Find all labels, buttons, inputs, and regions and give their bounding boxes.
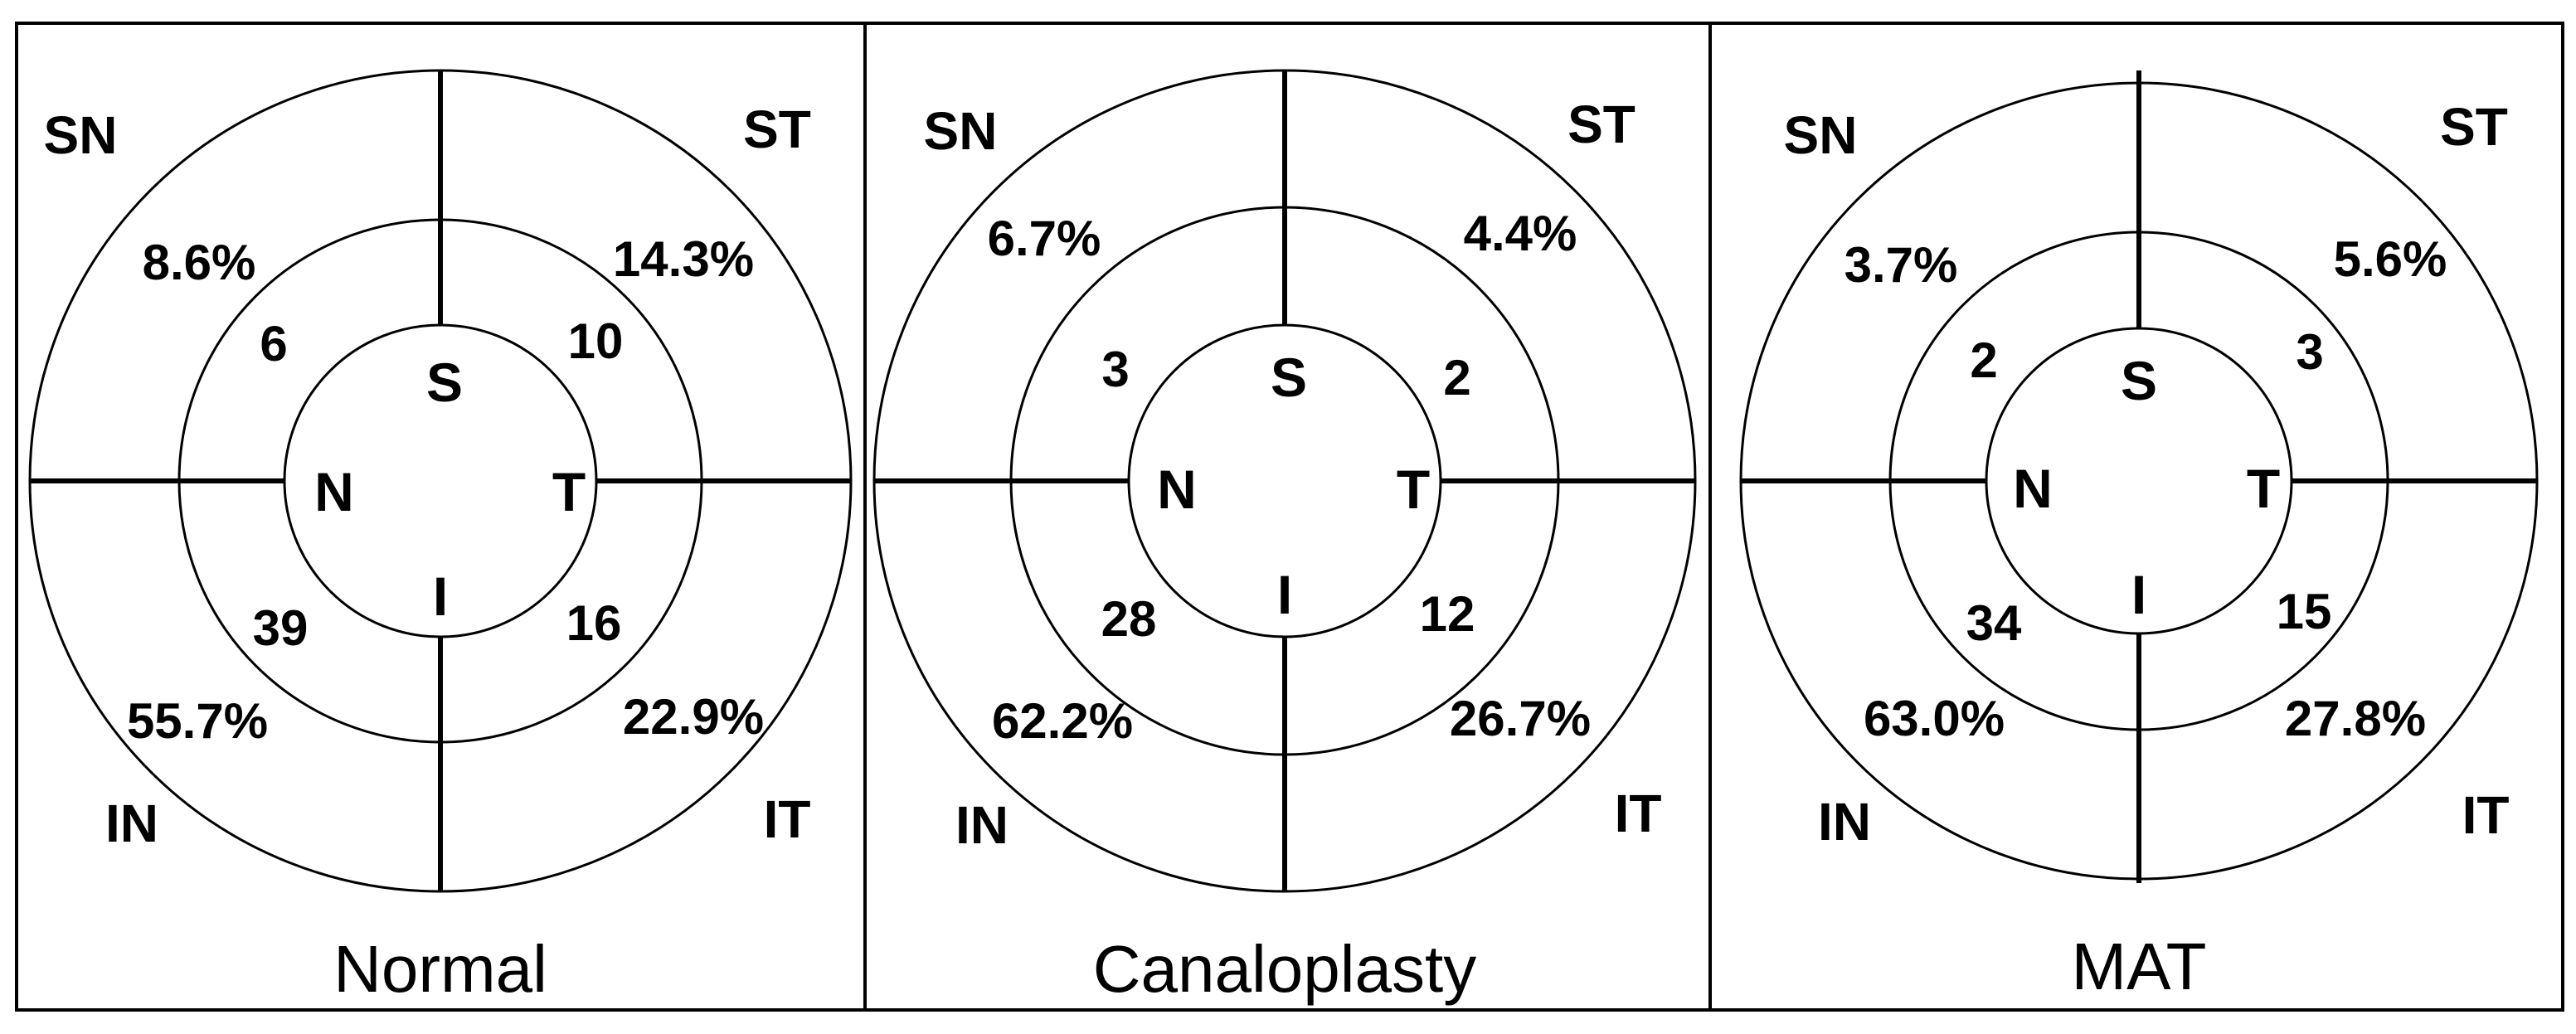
panel-caption: Canaloplasty <box>1093 932 1477 1006</box>
direction-nasal: N <box>2013 458 2053 519</box>
quadrant-label-st: ST <box>2440 97 2508 157</box>
quadrant-label-it: IT <box>764 789 811 849</box>
direction-inferior: I <box>2131 564 2146 625</box>
direction-temporal: T <box>552 461 586 522</box>
percentage-in: 55.7% <box>127 693 268 749</box>
direction-temporal: T <box>2247 458 2280 519</box>
direction-nasal: N <box>314 461 354 522</box>
count-it: 12 <box>1420 586 1475 642</box>
panel-normal: SN ST IN IT 8.6% 14.3% 55.7% 22.9% 6 10 … <box>28 69 853 1006</box>
direction-superior: S <box>1271 347 1307 408</box>
panel-caption: Normal <box>333 932 547 1006</box>
count-in: 39 <box>253 600 309 656</box>
percentage-in: 63.0% <box>1864 691 2005 746</box>
percentage-st: 14.3% <box>613 231 754 287</box>
panel-canaloplasty: SN ST IN IT 6.7% 4.4% 62.2% 26.7% 3 2 28… <box>872 69 1697 1006</box>
quadrant-label-st: ST <box>743 100 811 159</box>
count-in: 28 <box>1101 591 1157 647</box>
count-sn: 6 <box>260 316 287 371</box>
count-sn: 2 <box>1970 333 1997 388</box>
count-it: 15 <box>2277 584 2332 639</box>
count-st: 10 <box>568 313 624 369</box>
quadrant-label-sn: SN <box>924 101 998 161</box>
quadrant-label-in: IN <box>105 794 158 853</box>
quadrant-label-in: IN <box>955 795 1009 855</box>
panel-mat: SN ST IN IT 3.7% 5.6% 63.0% 27.8% 2 3 34… <box>1739 70 2539 1003</box>
percentage-it: 26.7% <box>1450 691 1591 746</box>
direction-superior: S <box>2121 350 2157 411</box>
percentage-it: 22.9% <box>623 689 764 745</box>
direction-nasal: N <box>1157 459 1197 520</box>
count-in: 34 <box>1966 595 2022 651</box>
percentage-sn: 8.6% <box>143 235 256 290</box>
direction-temporal: T <box>1397 459 1430 520</box>
direction-superior: S <box>426 352 463 413</box>
quadrant-label-sn: SN <box>44 105 118 165</box>
quadrant-label-sn: SN <box>1784 105 1858 165</box>
quadrant-label-in: IN <box>1818 792 1871 852</box>
percentage-sn: 6.7% <box>988 211 1101 266</box>
quadrant-label-it: IT <box>2462 785 2510 845</box>
quadrant-label-it: IT <box>1615 784 1662 843</box>
percentage-in: 62.2% <box>992 693 1133 749</box>
count-st: 3 <box>2296 324 2323 380</box>
percentage-sn: 3.7% <box>1845 237 1958 293</box>
direction-inferior: I <box>433 566 448 627</box>
quadrant-label-st: ST <box>1567 95 1636 154</box>
count-sn: 3 <box>1101 342 1129 397</box>
panel-caption: MAT <box>2072 930 2207 1003</box>
count-it: 16 <box>566 595 622 651</box>
percentage-it: 27.8% <box>2285 691 2426 746</box>
percentage-st: 4.4% <box>1464 206 1577 261</box>
figure-frame <box>15 22 2564 1012</box>
direction-inferior: I <box>1277 564 1292 625</box>
count-st: 2 <box>1443 350 1470 405</box>
percentage-st: 5.6% <box>2334 231 2447 287</box>
